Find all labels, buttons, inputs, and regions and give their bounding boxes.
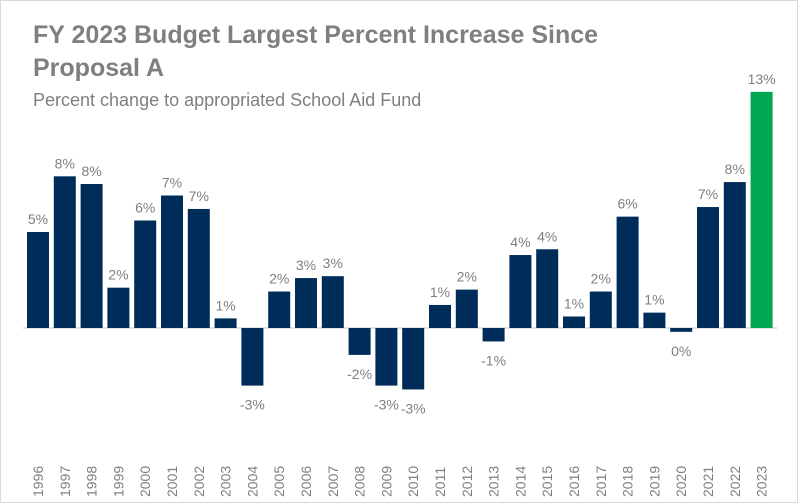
bar-2005 xyxy=(268,291,291,328)
x-tick-label-2022: 2022 xyxy=(727,466,743,497)
x-tick-label-1996: 1996 xyxy=(30,466,46,497)
x-tick-label-2014: 2014 xyxy=(512,466,528,497)
chart-subtitle: Percent change to appropriated School Ai… xyxy=(33,90,422,110)
data-label-2016: 1% xyxy=(564,295,584,311)
bar-2014 xyxy=(509,255,532,328)
bar-2011 xyxy=(429,304,451,328)
data-label-2021: 7% xyxy=(698,186,718,202)
x-tick-label-2007: 2007 xyxy=(325,466,341,497)
bar-2010 xyxy=(402,328,425,390)
x-tick-label-2021: 2021 xyxy=(700,466,716,497)
data-label-1999: 2% xyxy=(108,267,128,283)
data-label-1997: 8% xyxy=(55,155,75,171)
data-label-1996: 5% xyxy=(28,211,48,227)
bar-2021 xyxy=(697,207,719,328)
bar-2015 xyxy=(536,249,559,328)
bar-2012 xyxy=(455,289,478,328)
bar-2017 xyxy=(589,291,612,328)
data-label-2018: 6% xyxy=(617,196,637,212)
data-label-2015: 4% xyxy=(537,228,557,244)
data-label-2022: 8% xyxy=(725,161,745,177)
x-tick-label-2004: 2004 xyxy=(244,466,260,497)
x-tick-label-2006: 2006 xyxy=(298,466,314,497)
data-label-2008: -2% xyxy=(347,366,372,382)
data-label-2019: 1% xyxy=(644,292,664,308)
data-label-2003: 1% xyxy=(215,297,235,313)
data-label-2002: 7% xyxy=(189,188,209,204)
x-tick-label-2001: 2001 xyxy=(164,466,180,497)
bar-2009 xyxy=(375,328,398,386)
x-tick-label-2010: 2010 xyxy=(405,466,421,497)
x-tick-label-2023: 2023 xyxy=(754,466,770,497)
x-tick-label-1997: 1997 xyxy=(57,466,73,497)
x-tick-label-2003: 2003 xyxy=(218,466,234,497)
x-tick-label-2002: 2002 xyxy=(191,466,207,497)
bar-1998 xyxy=(80,184,103,328)
bar-2013 xyxy=(482,328,505,342)
data-label-2010: -3% xyxy=(401,400,426,416)
data-label-2012: 2% xyxy=(457,269,477,285)
bar-2020 xyxy=(670,328,693,332)
x-tick-label-2020: 2020 xyxy=(673,466,689,497)
data-label-2001: 7% xyxy=(162,175,182,191)
bar-2003 xyxy=(214,318,237,328)
data-label-2023: 13% xyxy=(748,71,776,87)
x-tick-label-2013: 2013 xyxy=(486,466,502,497)
x-tick-label-2017: 2017 xyxy=(593,466,609,497)
bar-1999 xyxy=(107,287,130,328)
bar-2019 xyxy=(643,312,666,328)
data-label-2006: 3% xyxy=(296,257,316,273)
data-label-1998: 8% xyxy=(81,163,101,179)
x-tick-label-2015: 2015 xyxy=(539,466,555,497)
bar-2002 xyxy=(187,208,210,328)
bar-2018 xyxy=(616,216,639,328)
data-label-2014: 4% xyxy=(510,234,530,250)
bar-2001 xyxy=(161,195,183,328)
data-label-2013: -1% xyxy=(481,352,506,368)
data-label-2000: 6% xyxy=(135,199,155,215)
bar-2022 xyxy=(723,182,746,328)
x-tick-label-2000: 2000 xyxy=(137,466,153,497)
bar-2008 xyxy=(348,328,371,355)
bar-2000 xyxy=(134,220,157,328)
x-tick-label-2009: 2009 xyxy=(378,466,394,497)
data-label-2020: 0% xyxy=(671,343,691,359)
chart-title: FY 2023 Budget Largest Percent Increase … xyxy=(33,21,599,82)
x-tick-label-2008: 2008 xyxy=(352,466,368,497)
bar-2004 xyxy=(241,328,264,386)
x-tick-label-2011: 2011 xyxy=(432,467,448,497)
data-label-2017: 2% xyxy=(591,271,611,287)
bar-1997 xyxy=(53,176,76,328)
data-label-2007: 3% xyxy=(323,255,343,271)
x-tick-label-1998: 1998 xyxy=(84,466,100,497)
data-label-2011: 1% xyxy=(430,284,450,300)
bar-1996 xyxy=(27,232,49,328)
bar-2016 xyxy=(563,316,585,328)
data-label-2004: -3% xyxy=(240,397,265,413)
x-tick-label-1999: 1999 xyxy=(110,466,126,497)
data-label-2009: -3% xyxy=(374,397,399,413)
x-tick-label-2012: 2012 xyxy=(459,466,475,497)
bar-2023 xyxy=(750,91,773,328)
x-tick-label-2005: 2005 xyxy=(271,466,287,497)
x-tick-label-2016: 2016 xyxy=(566,466,582,497)
bar-2007 xyxy=(321,276,344,328)
x-tick-label-2018: 2018 xyxy=(620,466,636,497)
data-label-2005: 2% xyxy=(269,271,289,287)
x-tick-label-2019: 2019 xyxy=(646,466,662,497)
bar-2006 xyxy=(295,278,317,328)
